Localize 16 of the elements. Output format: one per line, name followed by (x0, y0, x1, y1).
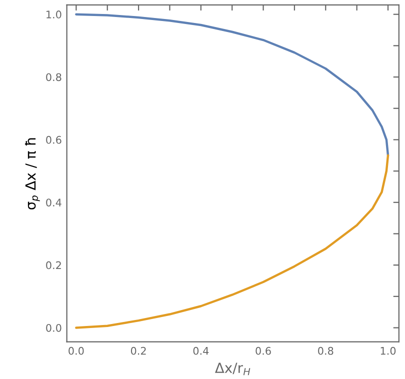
y-tick-label: 0.8 (46, 73, 62, 82)
line-series (75, 154, 390, 329)
x-tick-label: 0.6 (256, 346, 271, 355)
x-tick-label: 1.0 (380, 346, 396, 355)
y-axis-title: σ$_{p}$ Δx / π ħ (24, 138, 40, 210)
x-tick-label: 0.8 (318, 346, 334, 355)
y-tick-label: 0.0 (46, 324, 62, 332)
x-tick-label: 0.0 (68, 346, 84, 355)
x-tick-label: 0.4 (193, 346, 209, 355)
y-tick-label: 0.2 (46, 261, 61, 270)
y-tick-label: 1.0 (46, 10, 62, 18)
y-tick-label: 0.4 (46, 198, 62, 206)
x-axis-title: Δx/r$_{H}$ (214, 362, 250, 376)
line-series (75, 13, 390, 156)
x-tick-label: 0.2 (130, 346, 146, 355)
y-tick-label: 0.6 (46, 136, 62, 144)
